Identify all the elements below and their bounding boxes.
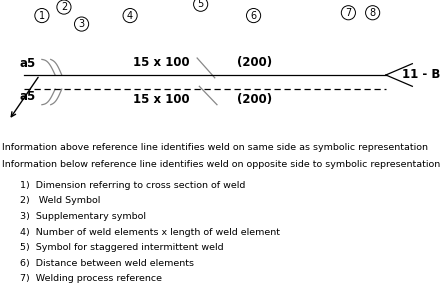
Text: 8: 8 xyxy=(370,8,376,18)
Text: Information below reference line identifies weld on opposite side to symbolic re: Information below reference line identif… xyxy=(2,160,441,170)
Text: a5: a5 xyxy=(20,57,36,70)
Text: a5: a5 xyxy=(20,90,36,103)
Text: 2)   Weld Symbol: 2) Weld Symbol xyxy=(20,196,100,205)
Text: Information above reference line identifies weld on same side as symbolic repres: Information above reference line identif… xyxy=(2,143,428,152)
Text: 11 - B: 11 - B xyxy=(402,68,441,82)
Text: (200): (200) xyxy=(237,93,273,106)
Text: 1)  Dimension referring to cross section of weld: 1) Dimension referring to cross section … xyxy=(20,181,245,190)
Text: 2: 2 xyxy=(61,2,67,12)
Text: 5)  Symbol for staggered intermittent weld: 5) Symbol for staggered intermittent wel… xyxy=(20,243,224,252)
Text: 1: 1 xyxy=(39,10,45,21)
Text: 3: 3 xyxy=(78,19,85,29)
Text: 7)  Welding process reference: 7) Welding process reference xyxy=(20,274,162,283)
Text: 4)  Number of weld elements x length of weld element: 4) Number of weld elements x length of w… xyxy=(20,228,280,237)
Text: 15 x 100: 15 x 100 xyxy=(133,93,189,106)
Text: 3)  Supplementary symbol: 3) Supplementary symbol xyxy=(20,212,146,221)
Text: 5: 5 xyxy=(198,0,204,9)
Text: 6)  Distance between weld elements: 6) Distance between weld elements xyxy=(20,259,194,268)
Text: (200): (200) xyxy=(237,56,273,69)
Text: 4: 4 xyxy=(127,10,133,21)
Text: 7: 7 xyxy=(345,8,351,18)
Text: 15 x 100: 15 x 100 xyxy=(133,56,189,69)
Text: 6: 6 xyxy=(250,10,257,21)
